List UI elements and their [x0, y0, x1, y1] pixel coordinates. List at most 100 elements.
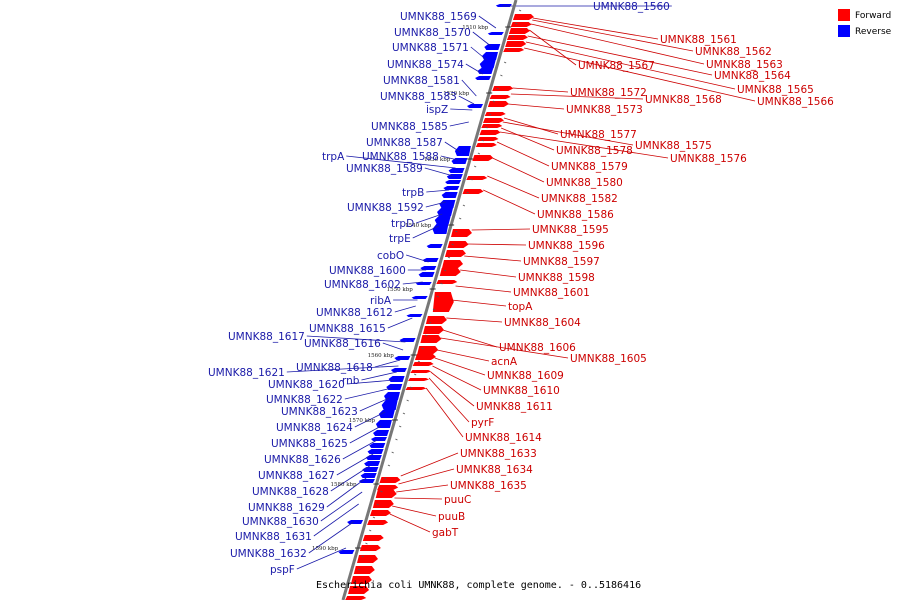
- forward-gene-block: [444, 250, 466, 257]
- forward-gene-block: [369, 510, 391, 516]
- forward-label-umnk88-1586: UMNK88_1586: [537, 209, 614, 221]
- forward-label-umnk88-1572: UMNK88_1572: [570, 87, 647, 99]
- reverse-leader-umnk88-1570: [472, 31, 491, 47]
- forward-label-umnk88-1596: UMNK88_1596: [528, 240, 605, 252]
- forward-leader-umnk88-1566: [524, 47, 756, 102]
- forward-gene-block: [447, 241, 469, 248]
- reverse-label-umnk88-1588: UMNK88_1588: [362, 151, 439, 163]
- reverse-gene-block: [475, 76, 492, 80]
- reverse-label-ispz: ispZ: [426, 104, 448, 116]
- forward-leader-umnk88-1568: [510, 93, 644, 100]
- forward-gene-block: [506, 35, 528, 40]
- forward-leader-umnk88-1605: [440, 337, 569, 359]
- minor-tick: [481, 139, 484, 142]
- forward-gene-block: [508, 28, 530, 34]
- forward-leader-umnk88-1582: [487, 175, 540, 199]
- legend: Forward Reverse: [838, 9, 892, 37]
- reverse-leader-pspf: [296, 547, 347, 570]
- reverse-label-cobo: cobO: [377, 250, 404, 262]
- reverse-gene-block: [411, 296, 428, 299]
- reverse-gene-block: [347, 520, 364, 524]
- forward-gene-block: [423, 326, 445, 334]
- reverse-label-umnk88-1574: UMNK88_1574: [387, 59, 464, 71]
- reverse-label-trpb: trpB: [402, 187, 424, 199]
- reverse-label-pspf: pspF: [270, 564, 295, 576]
- reverse-gene-block: [338, 550, 355, 554]
- reverse-leader-umnk88-1631: [313, 503, 359, 537]
- reverse-leader-umnk88-1629: [326, 477, 367, 508]
- minor-tick: [466, 191, 469, 194]
- reverse-gene-block: [373, 430, 390, 436]
- reverse-leader-umnk88-1602: [402, 281, 423, 285]
- forward-gene-block: [489, 95, 511, 99]
- reverse-label-riba: ribA: [370, 295, 392, 307]
- forward-gene-block: [372, 500, 394, 508]
- reverse-leader-umnk88-1581: [461, 79, 477, 97]
- minor-tick: [470, 178, 473, 181]
- forward-gene-block: [367, 520, 389, 525]
- reverse-label-umnk88-1585: UMNK88_1585: [371, 121, 448, 133]
- forward-leader-pyrf: [428, 377, 470, 423]
- forward-label-umnk88-1563: UMNK88_1563: [706, 59, 783, 71]
- reverse-label-umnk88-1612: UMNK88_1612: [316, 307, 393, 319]
- reverse-label-umnk88-1630: UMNK88_1630: [242, 516, 319, 528]
- reverse-label-trpd: trpD: [391, 218, 414, 230]
- reverse-gene-block: [390, 368, 407, 372]
- forward-gene-block: [481, 124, 503, 128]
- reverse-leader-umnk88-1569: [478, 15, 497, 29]
- forward-leader-umnk88-1576: [499, 131, 669, 159]
- reverse-leader-rnb: [361, 371, 397, 381]
- forward-leader-umnk88-1597: [464, 255, 522, 262]
- position-tick-label: 1520 kbp: [443, 91, 470, 97]
- minor-tick: [503, 61, 507, 64]
- forward-gene-block: [356, 555, 378, 563]
- reverse-leader-umnk88-1620: [346, 379, 395, 385]
- forward-label-umnk88-1598: UMNK88_1598: [518, 272, 595, 284]
- forward-gene-block: [417, 346, 439, 354]
- forward-gene-block: [362, 535, 384, 541]
- forward-label-topa: topA: [508, 301, 533, 313]
- reverse-label-umnk88-1626: UMNK88_1626: [264, 454, 341, 466]
- reverse-label-umnk88-1622: UMNK88_1622: [266, 394, 343, 406]
- minor-tick: [518, 9, 522, 12]
- feature-labels: UMNK88_1561UMNK88_1562UMNK88_1563UMNK88_…: [208, 1, 834, 576]
- reverse-label-umnk88-1632: UMNK88_1632: [230, 548, 307, 560]
- reverse-leader-umnk88-1589: [424, 167, 454, 177]
- forward-leader-umnk88-1634: [398, 468, 455, 485]
- reverse-gene-block: [383, 392, 400, 400]
- forward-label-umnk88-1609: UMNK88_1609: [487, 370, 564, 382]
- reverse-leader-umnk88-1583: [458, 95, 475, 105]
- forward-gene-block: [410, 370, 432, 373]
- forward-gene-block: [487, 101, 509, 107]
- forward-leader-umnk88-1579: [496, 141, 550, 167]
- forward-label-umnk88-1576: UMNK88_1576: [670, 153, 747, 165]
- forward-leader-umnk88-1561: [532, 17, 659, 40]
- reverse-leader-ispz: [450, 108, 473, 111]
- reverse-leader-umnk88-1616: [382, 342, 404, 351]
- reverse-gene-block: [369, 443, 386, 448]
- reverse-gene-block: [378, 410, 395, 418]
- reverse-gene-block: [381, 400, 398, 410]
- forward-gene-block: [450, 229, 472, 237]
- reverse-gene-block: [443, 186, 460, 190]
- reverse-leader-umnk88-1626: [342, 439, 378, 460]
- forward-gene-block: [436, 280, 458, 284]
- position-ticks: 1510 kbp 1520 kbp 1530 kbp 1540 kbp 1550 kbp…: [312, 9, 522, 584]
- reverse-label-umnk88-1571: UMNK88_1571: [392, 42, 469, 54]
- forward-gene-block: [439, 268, 461, 276]
- forward-gene-block: [462, 189, 484, 194]
- forward-leader-umnk88-1564: [527, 35, 713, 76]
- minor-tick: [500, 74, 503, 77]
- forward-gene-block: [412, 362, 434, 366]
- forward-gene-block: [425, 316, 447, 324]
- reverse-leader-umnk88-1612: [394, 305, 416, 313]
- minor-tick: [391, 451, 394, 454]
- reverse-gene-block: [415, 282, 432, 285]
- reverse-gene-block: [375, 420, 392, 428]
- position-tick-label: 1560 kbp: [368, 353, 395, 359]
- reverse-label-trpa: trpA: [322, 151, 345, 163]
- reverse-leader-umnk88-1630: [320, 491, 363, 522]
- minor-tick: [354, 581, 357, 584]
- forward-label-umnk88-1580: UMNK88_1580: [546, 177, 623, 189]
- minor-tick: [361, 555, 364, 558]
